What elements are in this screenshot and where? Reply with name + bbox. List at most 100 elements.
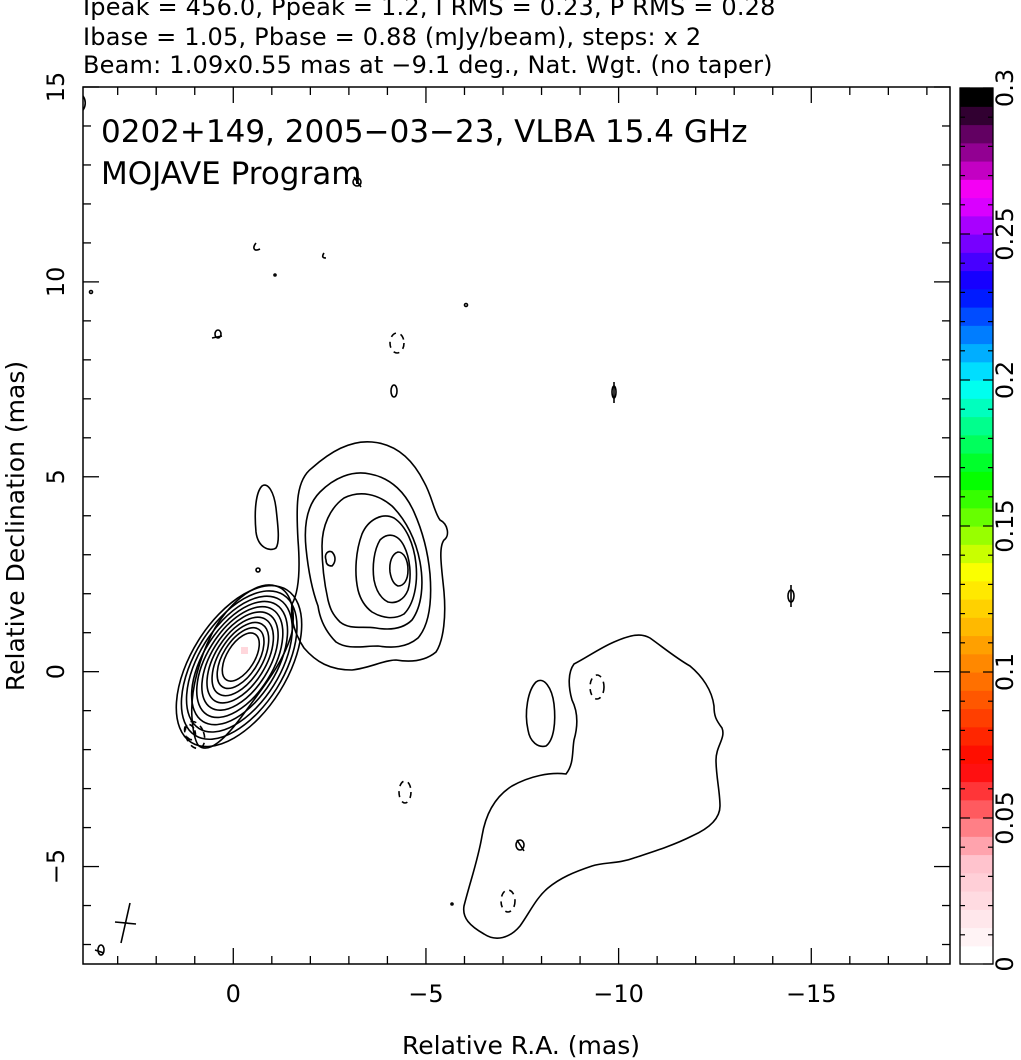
colorbar-step (960, 453, 993, 472)
colorbar-tick-label: 0.3 (991, 69, 1019, 107)
colorbar-step (960, 599, 993, 618)
x-tick-label: −10 (593, 980, 644, 1008)
colorbar-tick-label: 0.15 (991, 499, 1019, 552)
colorbar-step (960, 708, 993, 728)
colorbar-step (960, 653, 993, 673)
colorbar-step (960, 799, 993, 819)
colorbar-step (960, 891, 993, 910)
core-rings (175, 584, 303, 748)
negative-contours (183, 332, 605, 913)
contour-knot-7 (324, 550, 336, 567)
colorbar-step (960, 416, 993, 436)
x-tick-label: −15 (786, 980, 837, 1008)
colorbar-tick-label: 0.25 (991, 207, 1019, 260)
colorbar (959, 87, 994, 965)
colorbar-tick-label: 0.05 (991, 791, 1019, 844)
colorbar-step (960, 763, 993, 783)
contour-knot-3 (321, 493, 423, 630)
header-base-line: Ibase = 1.05, Pbase = 0.88 (mJy/beam), s… (83, 23, 702, 51)
x-tick-label: −5 (408, 980, 443, 1008)
colorbar-step (960, 288, 993, 308)
colorbar-step (960, 690, 993, 710)
colorbar-step (960, 471, 993, 491)
colorbar-tick-label: 0.1 (991, 653, 1019, 691)
core-contour (185, 595, 294, 733)
contour-knot-2 (304, 472, 432, 648)
colorbar-step (960, 945, 993, 965)
colorbar-step (960, 361, 993, 381)
core-contour (201, 611, 279, 711)
y-tick-label: −5 (42, 849, 70, 884)
colorbar-step (960, 617, 993, 637)
colorbar-step (960, 343, 993, 363)
colorbar-step (960, 526, 993, 545)
colorbar-step (960, 380, 993, 399)
plot-frame (82, 86, 951, 965)
colorbar-step (960, 325, 993, 345)
colorbar-step (960, 252, 993, 272)
colorbar-step (960, 635, 993, 655)
contour-lines (83, 95, 795, 956)
colorbar-step (960, 88, 993, 107)
colorbar-step (960, 507, 993, 527)
colorbar-step (960, 544, 993, 564)
colorbar-step (960, 672, 993, 691)
colorbar-step (960, 161, 993, 180)
contour-knot-5 (372, 534, 411, 604)
x-axis-label: Relative R.A. (mas) (402, 1031, 640, 1060)
colorbar-step (960, 854, 993, 874)
colorbar-step (960, 179, 993, 199)
core-contour (190, 600, 289, 726)
core-contour (206, 616, 275, 704)
core-contour (195, 605, 284, 719)
colorbar-step (960, 580, 993, 600)
contour-knot-outer (290, 441, 449, 671)
colorbar-step (960, 562, 993, 582)
contour-knot-6 (389, 551, 409, 587)
x-tick-label: 0 (226, 980, 241, 1008)
program-label: MOJAVE Program (101, 156, 361, 192)
colorbar-step (960, 234, 993, 253)
map-title: 0202+149, 2005−03−23, VLBA 15.4 GHz (101, 114, 747, 150)
x-tick-labels: 0 −5 −10 −15 (226, 980, 837, 1008)
y-axis-label: Relative Declination (mas) (1, 361, 30, 691)
contour-south-large (462, 634, 724, 939)
core-contour (175, 584, 303, 748)
colorbar-step (960, 270, 993, 290)
colorbar-step (960, 307, 993, 326)
core-contour (221, 632, 261, 682)
colorbar-step (960, 142, 993, 162)
contour-blob-left (254, 484, 280, 551)
colorbar-step (960, 927, 993, 947)
colorbar-ticks: 0 0.05 0.1 0.15 0.2 0.25 0.3 (960, 69, 1019, 972)
colorbar-step (960, 124, 993, 144)
y-tick-labels: −5 0 5 10 15 (42, 72, 70, 885)
contour-knot-4 (355, 515, 418, 619)
colorbar-step (960, 197, 993, 217)
colorbar-step (960, 398, 993, 418)
header-beam-line: Beam: 1.09x0.55 mas at −9.1 deg., Nat. W… (83, 51, 773, 79)
colorbar-step (960, 726, 993, 746)
colorbar-step (960, 106, 993, 126)
y-tick-label: 15 (42, 72, 70, 103)
noise-contours (83, 95, 795, 956)
colorbar-step (960, 781, 993, 801)
core-contour (216, 626, 265, 690)
header-stats-line: Ipeak = 456.0, Ppeak = 1.2, I RMS = 0.23… (83, 0, 776, 21)
colorbar-step (960, 909, 993, 929)
colorbar-tick-label: 0.2 (991, 361, 1019, 399)
colorbar-step (960, 818, 993, 837)
colorbar-step (960, 745, 993, 764)
y-tick-label: 5 (42, 469, 70, 484)
colorbar-step (960, 836, 993, 856)
contour-blob-south (525, 679, 556, 748)
colorbar-step (960, 434, 993, 454)
colorbar-step (960, 489, 993, 509)
core-contour (211, 621, 270, 697)
beam-cross (114, 902, 137, 944)
colorbar-tick-label: 0 (991, 956, 1019, 971)
colorbar-step (960, 215, 993, 235)
y-tick-label: 10 (42, 267, 70, 298)
